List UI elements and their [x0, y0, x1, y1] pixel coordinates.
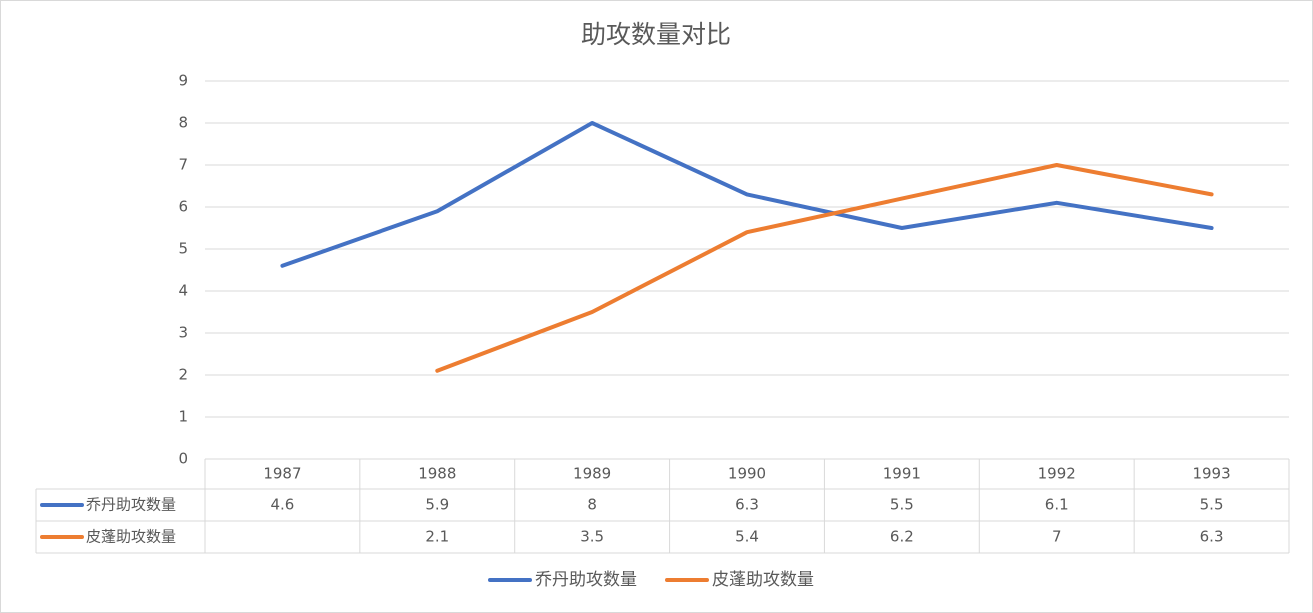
line-series [435, 163, 1214, 373]
y-tick-label: 8 [178, 114, 188, 132]
x-tick-label: 1993 [1192, 465, 1230, 483]
table-value: 5.9 [425, 496, 449, 514]
x-tick-label: 1987 [263, 465, 301, 483]
table-value: 3.5 [580, 528, 604, 546]
table-value: 5.4 [735, 528, 759, 546]
y-tick-label: 2 [178, 366, 188, 384]
y-tick-label: 6 [178, 198, 188, 216]
y-tick-label: 5 [178, 240, 188, 258]
y-tick-label: 4 [178, 282, 188, 300]
table-series-name: 乔丹助攻数量 [86, 496, 176, 514]
x-tick-label: 1992 [1038, 465, 1076, 483]
line-series [280, 121, 1214, 268]
x-tick-label: 1990 [728, 465, 766, 483]
legend-label: 皮蓬助攻数量 [712, 570, 814, 590]
table-value: 6.1 [1045, 496, 1069, 514]
table-value: 6.2 [890, 528, 914, 546]
y-tick-label: 7 [178, 156, 188, 174]
table-value: 5.5 [1200, 496, 1224, 514]
x-tick-label: 1991 [883, 465, 921, 483]
table-value: 5.5 [890, 496, 914, 514]
y-tick-label: 0 [178, 450, 188, 468]
x-tick-label: 1989 [573, 465, 611, 483]
table-series-name: 皮蓬助攻数量 [86, 528, 176, 546]
chart-title: 助攻数量对比 [581, 20, 731, 49]
table-value: 7 [1052, 528, 1062, 546]
y-tick-label: 3 [178, 324, 188, 342]
table-value: 6.3 [1200, 528, 1224, 546]
x-tick-label: 1988 [418, 465, 456, 483]
legend-label: 乔丹助攻数量 [535, 570, 637, 590]
y-tick-label: 1 [178, 408, 188, 426]
y-tick-label: 9 [178, 72, 188, 90]
table-value: 4.6 [270, 496, 294, 514]
table-value: 6.3 [735, 496, 759, 514]
table-value: 2.1 [425, 528, 449, 546]
table-value: 8 [587, 496, 597, 514]
